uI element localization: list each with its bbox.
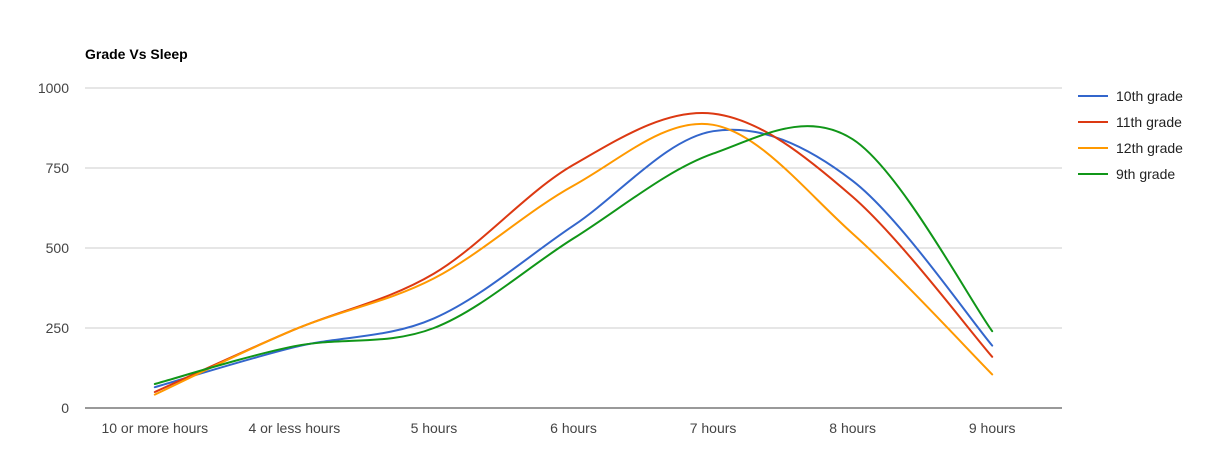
y-tick-label: 250 (46, 320, 70, 336)
x-tick-label: 7 hours (690, 420, 737, 436)
legend-label: 9th grade (1116, 166, 1175, 182)
x-tick-label: 5 hours (411, 420, 458, 436)
series-line-9th-grade (153, 125, 994, 385)
legend-label: 11th grade (1116, 114, 1182, 130)
gridlines (85, 87, 1062, 409)
legend-label: 12th grade (1116, 140, 1183, 156)
series-lines (153, 111, 994, 396)
series-line-12th-grade (153, 122, 994, 396)
y-tick-label: 750 (46, 160, 70, 176)
x-tick-label: 9 hours (969, 420, 1016, 436)
x-axis-ticks: 10 or more hours 4 or less hours 5 hours 6 … (101, 420, 1015, 436)
y-tick-label: 500 (46, 240, 70, 256)
y-tick-label: 1000 (38, 80, 69, 96)
x-tick-label: 6 hours (550, 420, 597, 436)
x-tick-label: 8 hours (829, 420, 876, 436)
y-axis-ticks: 0 250 500 750 1000 (38, 80, 69, 416)
x-tick-label: 4 or less hours (248, 420, 340, 436)
legend-label: 10th grade (1116, 88, 1183, 104)
y-tick-label: 0 (61, 400, 69, 416)
x-tick-label: 10 or more hours (101, 420, 208, 436)
chart-title: Grade Vs Sleep (85, 46, 188, 62)
legend: 10th grade 11th grade 12th grade 9th grade (1078, 88, 1183, 182)
